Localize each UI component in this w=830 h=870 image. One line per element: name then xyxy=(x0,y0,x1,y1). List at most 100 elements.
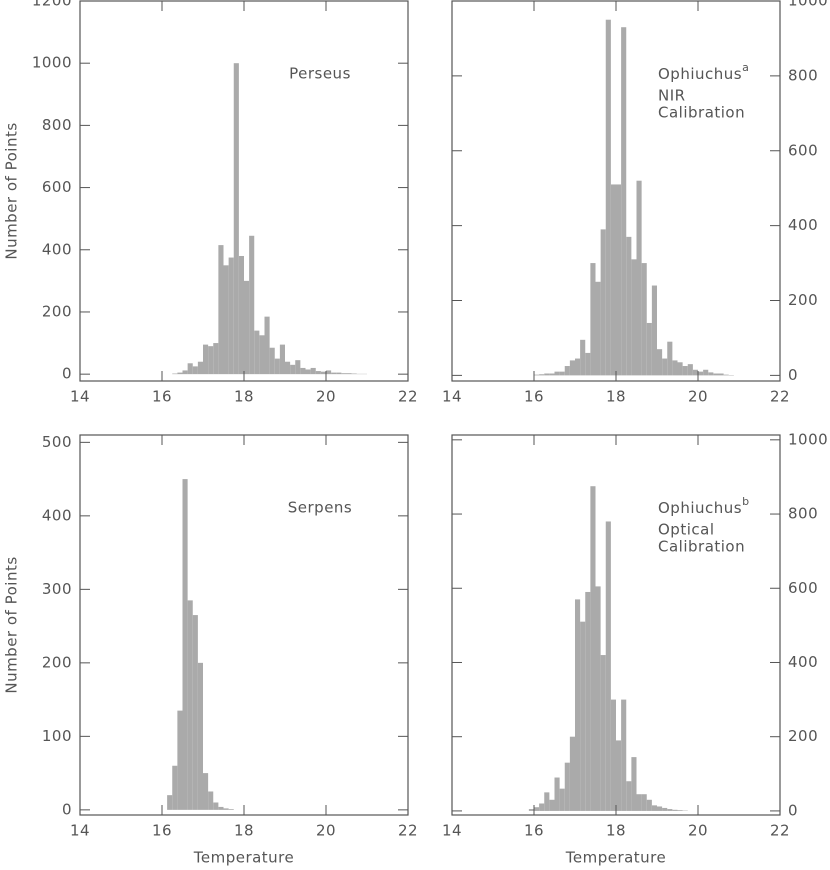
y-tick-label: 800 xyxy=(42,116,72,134)
bar xyxy=(646,322,652,376)
bar xyxy=(172,765,178,810)
bar xyxy=(223,808,229,810)
bar xyxy=(290,364,296,375)
bar xyxy=(167,795,173,810)
bar xyxy=(182,370,188,375)
x-tick-label: 18 xyxy=(234,388,254,406)
bar xyxy=(651,285,657,376)
x-tick-label: 14 xyxy=(70,388,90,406)
bar xyxy=(698,371,704,376)
x-tick-label: 20 xyxy=(316,822,336,840)
bar xyxy=(177,372,183,375)
y-tick-label: 200 xyxy=(42,302,72,320)
bar xyxy=(595,281,601,376)
bar xyxy=(723,374,729,376)
bar xyxy=(254,330,260,375)
bar xyxy=(677,810,683,811)
x-tick-label: 22 xyxy=(770,388,790,406)
panel: 14 16 18 20 22 0 200 400 600 800 1000 Temperature Op… xyxy=(442,430,828,866)
x-axis-label: Temperature xyxy=(565,849,667,867)
bar xyxy=(600,229,606,376)
bar xyxy=(580,339,586,376)
x-tick-label: 20 xyxy=(688,388,708,406)
bar xyxy=(636,794,642,811)
bar xyxy=(249,235,255,375)
bar xyxy=(600,655,606,811)
annotation-note: Calibration xyxy=(658,104,745,122)
bar xyxy=(233,63,239,375)
bar xyxy=(300,367,306,375)
y-tick-label: 0 xyxy=(788,366,798,384)
bar xyxy=(554,777,560,811)
bar xyxy=(341,373,347,375)
bar xyxy=(228,809,234,810)
bar xyxy=(641,794,647,811)
bar xyxy=(590,263,596,376)
y-tick-label: 0 xyxy=(788,801,798,819)
bar xyxy=(336,372,342,375)
y-tick-label: 1000 xyxy=(788,0,828,10)
x-tick-label: 16 xyxy=(152,822,172,840)
bar xyxy=(310,367,316,375)
annotation: Perseus xyxy=(289,65,351,83)
bar xyxy=(305,369,311,375)
bar xyxy=(192,366,198,375)
bar xyxy=(544,792,550,811)
bar xyxy=(569,736,575,811)
annotation-note: NIR xyxy=(658,87,686,105)
x-tick-label: 22 xyxy=(398,822,418,840)
bar xyxy=(575,358,581,376)
bar xyxy=(274,358,280,375)
bar xyxy=(203,773,209,810)
bar xyxy=(626,781,632,811)
annotation: Ophiuchusb xyxy=(658,495,750,517)
annotation-note: Calibration xyxy=(658,538,745,556)
bar xyxy=(610,699,616,811)
bar xyxy=(662,807,668,811)
bar xyxy=(182,479,188,810)
y-tick-label: 200 xyxy=(788,727,818,745)
bar xyxy=(569,360,575,376)
plot-frame xyxy=(79,434,409,816)
bar xyxy=(667,341,673,376)
bar xyxy=(657,806,663,811)
bar xyxy=(564,366,570,376)
bar xyxy=(621,27,627,376)
y-tick-label: 800 xyxy=(788,66,818,84)
bar xyxy=(559,371,565,376)
bar xyxy=(610,184,616,376)
bar xyxy=(677,362,683,376)
bar xyxy=(616,184,622,376)
bar xyxy=(549,799,555,811)
bar xyxy=(667,809,673,811)
bar xyxy=(187,363,193,375)
bar xyxy=(595,586,601,811)
bar xyxy=(626,236,632,376)
x-axis-label: Temperature xyxy=(193,849,295,867)
bar xyxy=(692,369,698,376)
bar xyxy=(197,662,203,810)
bar xyxy=(554,371,560,376)
x-tick-label: 14 xyxy=(442,822,462,840)
x-tick-label: 18 xyxy=(606,822,626,840)
bar xyxy=(264,316,270,375)
panel: 14 16 18 20 22 0 200 400 600 800 1000 1200 Number of… xyxy=(3,0,418,406)
bar xyxy=(631,259,637,376)
x-tick-label: 22 xyxy=(770,822,790,840)
bar xyxy=(218,245,224,375)
annotation: Serpens xyxy=(288,499,353,517)
bar xyxy=(585,591,591,811)
y-tick-label: 1200 xyxy=(32,0,72,10)
bar xyxy=(192,615,198,810)
bar xyxy=(544,373,550,376)
y-tick-label: 400 xyxy=(42,240,72,258)
bar xyxy=(646,799,652,811)
bar xyxy=(575,599,581,811)
bar xyxy=(244,280,250,375)
x-tick-label: 16 xyxy=(524,388,544,406)
bar xyxy=(177,710,183,810)
y-tick-label: 400 xyxy=(42,506,72,524)
bar xyxy=(539,374,545,376)
annotation-note: Optical xyxy=(658,521,714,539)
y-tick-label: 600 xyxy=(788,141,818,159)
